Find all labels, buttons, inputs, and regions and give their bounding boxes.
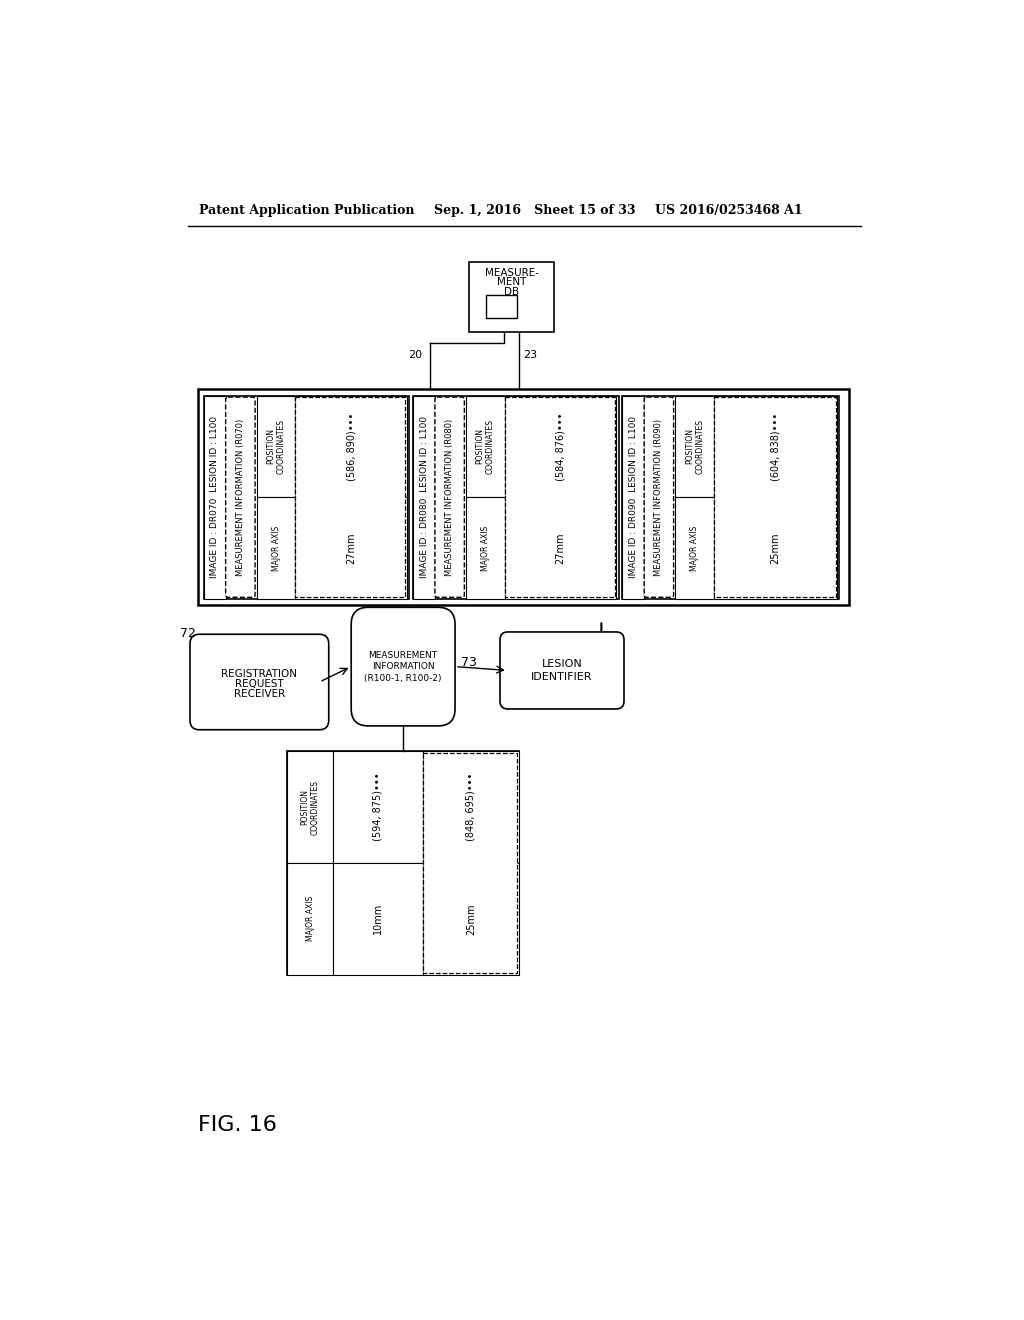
FancyBboxPatch shape: [714, 397, 836, 597]
Text: (R100-1, R100-2): (R100-1, R100-2): [365, 673, 442, 682]
Bar: [505, 498, 616, 599]
Text: 10mm: 10mm: [373, 903, 383, 935]
Text: MEASURE-: MEASURE-: [484, 268, 539, 279]
Bar: [204, 396, 225, 599]
Text: POSITION
COORDINATES: POSITION COORDINATES: [685, 418, 705, 474]
Text: FIG. 16: FIG. 16: [198, 1115, 276, 1135]
Text: MAJOR AXIS: MAJOR AXIS: [271, 525, 281, 570]
Bar: [486, 294, 517, 318]
FancyBboxPatch shape: [500, 632, 624, 709]
Bar: [334, 751, 423, 863]
Text: MENT: MENT: [497, 277, 526, 288]
Bar: [466, 498, 505, 599]
Bar: [295, 396, 407, 498]
Bar: [414, 396, 618, 599]
Text: 27mm: 27mm: [555, 532, 565, 564]
Text: (586, 890)•••: (586, 890)•••: [346, 412, 356, 480]
Text: IMAGE ID : DR090  LESION ID : L100: IMAGE ID : DR090 LESION ID : L100: [629, 416, 638, 578]
Text: MEASUREMENT INFORMATION (R090): MEASUREMENT INFORMATION (R090): [654, 418, 664, 576]
Bar: [257, 396, 295, 498]
Bar: [287, 863, 334, 974]
Bar: [675, 396, 714, 498]
Bar: [675, 498, 714, 599]
Bar: [469, 263, 554, 331]
Text: 27mm: 27mm: [346, 532, 356, 564]
Bar: [505, 396, 616, 498]
Bar: [295, 498, 407, 599]
Text: IMAGE ID : DR070  LESION ID : L100: IMAGE ID : DR070 LESION ID : L100: [210, 416, 219, 578]
Bar: [257, 498, 295, 599]
Text: POSITION
COORDINATES: POSITION COORDINATES: [266, 418, 286, 474]
Bar: [204, 396, 410, 599]
Text: 72: 72: [179, 627, 196, 640]
FancyBboxPatch shape: [225, 397, 255, 597]
Text: 73: 73: [461, 656, 477, 669]
Bar: [466, 396, 505, 498]
Text: DB: DB: [504, 286, 519, 297]
Text: IDENTIFIER: IDENTIFIER: [531, 672, 593, 681]
FancyBboxPatch shape: [423, 752, 517, 973]
Bar: [714, 498, 838, 599]
Text: 25mm: 25mm: [466, 903, 476, 935]
Bar: [423, 751, 519, 863]
Text: MEASUREMENT INFORMATION (R080): MEASUREMENT INFORMATION (R080): [445, 418, 454, 576]
FancyBboxPatch shape: [435, 397, 464, 597]
Text: POSITION
COORDINATES: POSITION COORDINATES: [475, 418, 495, 474]
Bar: [714, 396, 838, 498]
Text: LESION: LESION: [542, 659, 583, 669]
Text: Sep. 1, 2016   Sheet 15 of 33: Sep. 1, 2016 Sheet 15 of 33: [434, 205, 636, 218]
FancyBboxPatch shape: [505, 397, 614, 597]
Text: IMAGE ID : DR080  LESION ID : L100: IMAGE ID : DR080 LESION ID : L100: [420, 416, 429, 578]
Bar: [623, 396, 644, 599]
Text: MEASUREMENT: MEASUREMENT: [369, 651, 437, 660]
FancyBboxPatch shape: [190, 635, 329, 730]
Bar: [287, 751, 519, 974]
Text: RECEIVER: RECEIVER: [233, 689, 285, 700]
Text: (594, 875)•••: (594, 875)•••: [373, 772, 383, 841]
Bar: [414, 396, 435, 599]
Bar: [623, 396, 840, 599]
Text: (848, 695)•••: (848, 695)•••: [466, 774, 476, 841]
Text: REGISTRATION: REGISTRATION: [221, 669, 297, 680]
Text: (584, 876)•••: (584, 876)•••: [555, 412, 565, 480]
FancyBboxPatch shape: [644, 397, 674, 597]
Text: US 2016/0253468 A1: US 2016/0253468 A1: [655, 205, 803, 218]
Text: Patent Application Publication: Patent Application Publication: [200, 205, 415, 218]
Text: (604, 838)•••: (604, 838)•••: [770, 412, 780, 480]
Text: 23: 23: [523, 350, 538, 360]
Bar: [287, 751, 334, 863]
Text: POSITION
COORDINATES: POSITION COORDINATES: [300, 780, 319, 834]
Text: MEASUREMENT INFORMATION (R070): MEASUREMENT INFORMATION (R070): [236, 418, 245, 576]
Text: 20: 20: [409, 350, 423, 360]
Bar: [423, 863, 519, 974]
Text: MAJOR AXIS: MAJOR AXIS: [690, 525, 699, 570]
FancyBboxPatch shape: [351, 607, 455, 726]
Text: MAJOR AXIS: MAJOR AXIS: [305, 896, 314, 941]
Bar: [198, 389, 849, 605]
Text: REQUEST: REQUEST: [234, 680, 284, 689]
Bar: [334, 863, 423, 974]
Text: MAJOR AXIS: MAJOR AXIS: [481, 525, 489, 570]
FancyBboxPatch shape: [295, 397, 406, 597]
Text: 25mm: 25mm: [770, 532, 780, 564]
Text: INFORMATION: INFORMATION: [372, 663, 434, 671]
